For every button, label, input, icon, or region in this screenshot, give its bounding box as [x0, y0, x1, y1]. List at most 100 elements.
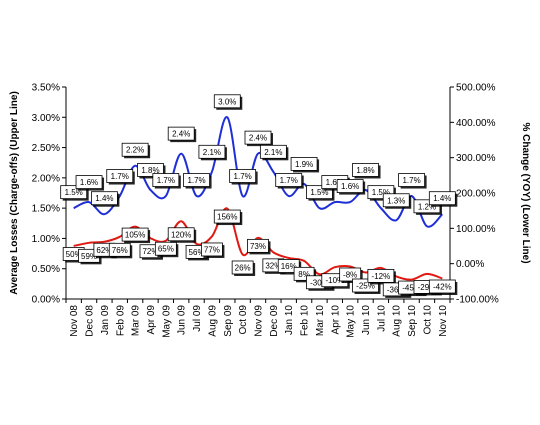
charge-off-data-label: 1.6%: [336, 179, 366, 195]
x-tick-label: Oct 09: [238, 305, 249, 335]
data-label-text: 2.1%: [203, 148, 221, 157]
x-tick-label: Nov 09: [254, 305, 265, 337]
data-label-text: 76%: [112, 246, 128, 255]
data-label-box: [336, 179, 364, 193]
data-label-box: [121, 227, 149, 242]
data-label-text: -42%: [433, 283, 452, 292]
x-tick-label: May 09: [161, 305, 172, 338]
data-label-box: [275, 173, 303, 187]
data-label-box: [213, 209, 241, 224]
x-tick-label: Apr 10: [330, 305, 341, 335]
data-label-box: [108, 242, 131, 257]
data-label-box: [259, 144, 287, 159]
data-label-text: 1.7%: [280, 176, 298, 185]
data-label-text: 65%: [158, 245, 174, 254]
y-right-tick-label: 500.00%: [456, 83, 496, 94]
data-label-text: 73%: [250, 242, 266, 251]
yoy-data-label: 26%: [231, 260, 256, 276]
data-label-text: 1.6%: [80, 178, 98, 187]
data-label-text: 2.1%: [264, 148, 282, 157]
data-label-box: [167, 126, 195, 141]
data-label-text: 72%: [142, 247, 158, 256]
data-label-box: [154, 241, 177, 256]
data-label-text: -29%: [418, 283, 437, 292]
x-tick-label: Aug 09: [207, 305, 218, 337]
data-label-box: [167, 227, 195, 242]
data-label-text: 1.2%: [418, 202, 436, 211]
y-right-tick-label: 100.00%: [456, 224, 496, 235]
data-label-text: -10%: [325, 276, 344, 285]
yoy-data-label: 77%: [201, 242, 225, 258]
x-tick-label: Aug 10: [392, 305, 403, 337]
y-right-tick-label: -100.00%: [456, 295, 499, 306]
data-label-box: [428, 191, 456, 206]
y-left-tick-label: 2.00%: [32, 173, 60, 184]
data-label-box: [213, 94, 241, 109]
y-right-tick-label: 0.00%: [456, 259, 484, 270]
yoy-data-label: 105%: [121, 227, 151, 244]
data-label-text: 1.7%: [234, 172, 252, 181]
x-tick-label: Apr 09: [146, 305, 157, 335]
yoy-data-label: 120%: [167, 227, 197, 243]
data-label-box: [247, 238, 269, 253]
data-label-text: -45%: [402, 284, 421, 293]
data-label-text: 1.7%: [157, 176, 175, 185]
data-label-text: 1.9%: [295, 160, 313, 169]
data-label-text: 1.6%: [326, 178, 344, 187]
y-left-tick-label: 3.00%: [32, 113, 60, 124]
y-right-tick-label: 400.00%: [456, 118, 496, 129]
data-label-text: 1.7%: [111, 172, 129, 181]
data-label-box: [91, 191, 118, 206]
x-tick-label: Jun 09: [177, 305, 188, 335]
x-tick-label: Jun 10: [361, 305, 372, 335]
x-tick-label: Dec 08: [85, 305, 96, 337]
y-left-tick-label: 0.00%: [32, 295, 60, 306]
data-label-box: [183, 173, 210, 187]
yoy-data-label: 76%: [108, 242, 133, 259]
data-label-text: 59%: [81, 252, 97, 261]
data-label-box: [290, 157, 318, 171]
x-tick-label: May 10: [346, 305, 357, 338]
data-label-text: 1.8%: [141, 166, 159, 175]
charge-off-data-label: 1.7%: [229, 169, 258, 185]
yoy-change-line: [73, 207, 443, 281]
data-label-text: 16%: [281, 262, 297, 271]
x-tick-label: Feb 09: [115, 305, 126, 337]
data-label-text: 3.0%: [218, 97, 236, 106]
data-label-text: 1.4%: [433, 194, 451, 203]
data-label-box: [367, 269, 395, 283]
yoy-data-label: 73%: [247, 238, 271, 255]
x-tick-label: Sep 10: [407, 305, 418, 337]
charge-off-data-label: 1.7%: [152, 173, 181, 189]
data-label-box: [229, 169, 257, 183]
data-label-box: [121, 142, 149, 157]
charge-off-data-label: 2.1%: [198, 144, 227, 161]
data-label-text: 56%: [189, 248, 205, 257]
data-label-text: 77%: [204, 245, 220, 254]
charge-off-data-label: 1.7%: [398, 173, 427, 189]
data-label-text: 2.4%: [172, 130, 190, 139]
charge-off-data-label: 2.4%: [167, 126, 197, 143]
x-tick-label: Mar 10: [315, 305, 326, 337]
y-right-tick-label: 200.00%: [456, 189, 496, 200]
x-tick-label: Oct 10: [422, 305, 433, 335]
y-axis-left-title: Average Losses (Charge-offs) (Upper Line…: [9, 91, 20, 295]
data-label-text: -8%: [343, 270, 357, 279]
x-tick-label: Jul 09: [192, 305, 203, 332]
charge-off-data-label: 1.7%: [183, 173, 212, 189]
data-label-text: -30%: [310, 278, 329, 287]
charge-off-data-label: 1.4%: [428, 191, 458, 207]
data-label-text: 1.6%: [341, 182, 359, 191]
charge-off-data-label: 2.2%: [121, 142, 151, 159]
data-label-box: [152, 173, 180, 187]
x-tick-label: Dec 09: [269, 305, 280, 337]
y-left-tick-label: 0.50%: [32, 264, 60, 275]
data-label-box: [106, 169, 134, 183]
data-label-box: [339, 267, 362, 282]
data-label-text: 2.4%: [249, 134, 267, 143]
data-label-text: -12%: [372, 272, 391, 281]
data-label-text: 32%: [265, 261, 281, 270]
y-left-tick-label: 2.50%: [32, 143, 60, 154]
y-left-tick-label: 1.00%: [32, 234, 60, 245]
data-label-text: -25%: [356, 282, 375, 291]
